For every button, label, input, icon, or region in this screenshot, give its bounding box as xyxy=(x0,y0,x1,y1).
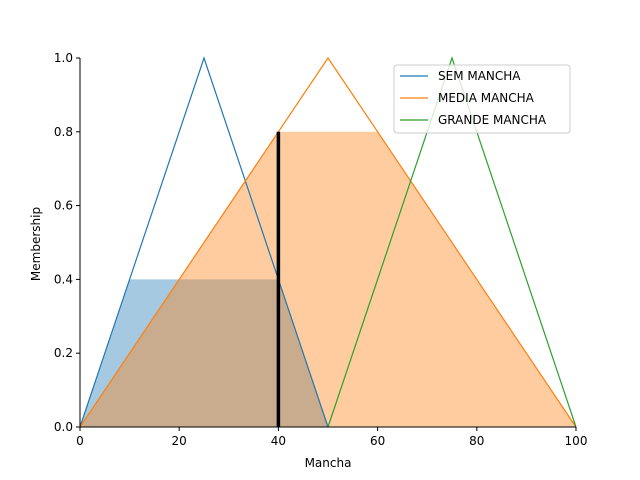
x-axis-label: Mancha xyxy=(305,456,352,470)
membership-lines xyxy=(79,56,577,428)
line-media-mancha xyxy=(79,56,577,428)
x-tick-label: 20 xyxy=(172,434,187,448)
x-tick-label: 80 xyxy=(469,434,484,448)
activation-fills xyxy=(80,131,576,428)
y-tick-label: 0.2 xyxy=(54,346,73,360)
legend-label-grande-mancha: GRANDE MANCHA xyxy=(438,113,547,127)
legend: SEM MANCHA MEDIA MANCHA GRANDE MANCHA xyxy=(393,64,571,134)
x-tick-label: 100 xyxy=(565,434,588,448)
axes xyxy=(79,58,576,428)
ticks: 0 20 40 60 80 100 0.0 0.2 0.4 0.6 0.8 1.0 xyxy=(54,51,588,448)
fill-sem-mancha xyxy=(80,279,328,427)
y-tick-label: 0.6 xyxy=(54,199,73,213)
line-sem-mancha xyxy=(79,56,329,428)
y-tick-label: 0.4 xyxy=(54,272,73,286)
x-tick-label: 40 xyxy=(271,434,286,448)
legend-label-sem-mancha: SEM MANCHA xyxy=(438,69,521,83)
x-tick-label: 60 xyxy=(370,434,385,448)
x-tick-label: 0 xyxy=(76,434,84,448)
y-tick-label: 0.8 xyxy=(54,125,73,139)
y-tick-label: 0.0 xyxy=(54,420,73,434)
y-tick-label: 1.0 xyxy=(54,51,73,65)
legend-box xyxy=(393,64,571,134)
line-grande-mancha xyxy=(327,56,577,428)
legend-label-media-mancha: MEDIA MANCHA xyxy=(438,91,535,105)
y-axis-label: Membership xyxy=(29,207,43,281)
fill-media-mancha xyxy=(80,131,576,428)
